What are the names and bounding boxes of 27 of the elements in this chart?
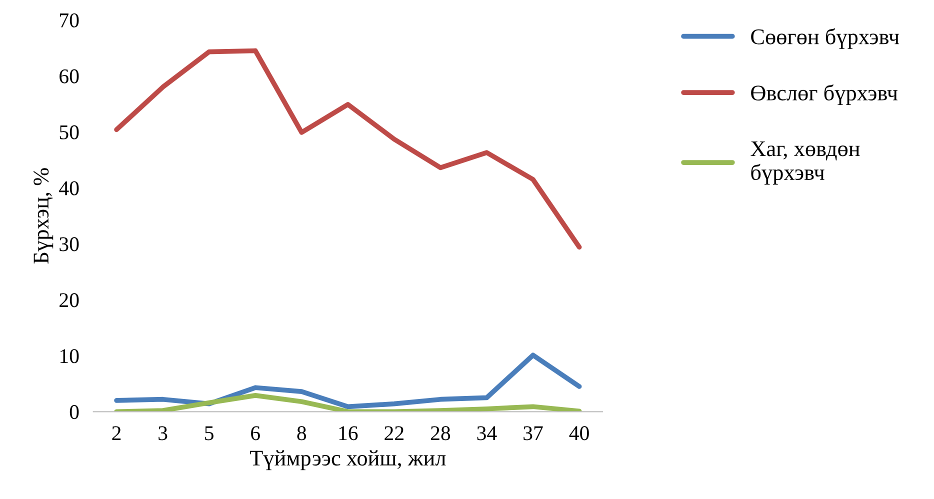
x-tick-label: 22 (384, 426, 404, 440)
y-axis-title: Бүрхэц, % (34, 168, 54, 264)
x-tick-label: 40 (569, 426, 589, 440)
line-series (114, 352, 582, 410)
y-tick-label: 30 (60, 237, 79, 252)
legend-label: Сөөгөн бүрхэвч (751, 28, 900, 49)
x-tick-label: 3 (158, 426, 168, 440)
x-tick-label: 34 (477, 426, 497, 440)
x-tick-label: 16 (339, 426, 358, 440)
y-tick-label: 10 (60, 349, 79, 364)
x-axis-title: Түймрээс хойш, жил (250, 450, 446, 470)
y-tick-label: 20 (60, 293, 79, 308)
y-tick-label: 50 (60, 125, 79, 140)
line-series (114, 48, 582, 250)
x-tick-label: 5 (205, 426, 214, 440)
y-tick-label: 70 (60, 13, 79, 28)
x-tick-label: 37 (524, 426, 543, 440)
y-tick-label: 0 (70, 405, 79, 420)
y-tick-label: 60 (60, 69, 79, 84)
legend-label: Өвслөг бүрхэвч (751, 84, 898, 106)
y-tick-label: 40 (59, 181, 79, 196)
legend-label: Хаг, хөвдөн бүрхэвч (750, 141, 860, 185)
x-tick-label: 8 (297, 426, 306, 440)
x-tick-label: 28 (430, 426, 450, 440)
x-tick-label: 6 (251, 426, 260, 440)
line-series (114, 393, 582, 412)
x-tick-label: 2 (112, 426, 121, 440)
